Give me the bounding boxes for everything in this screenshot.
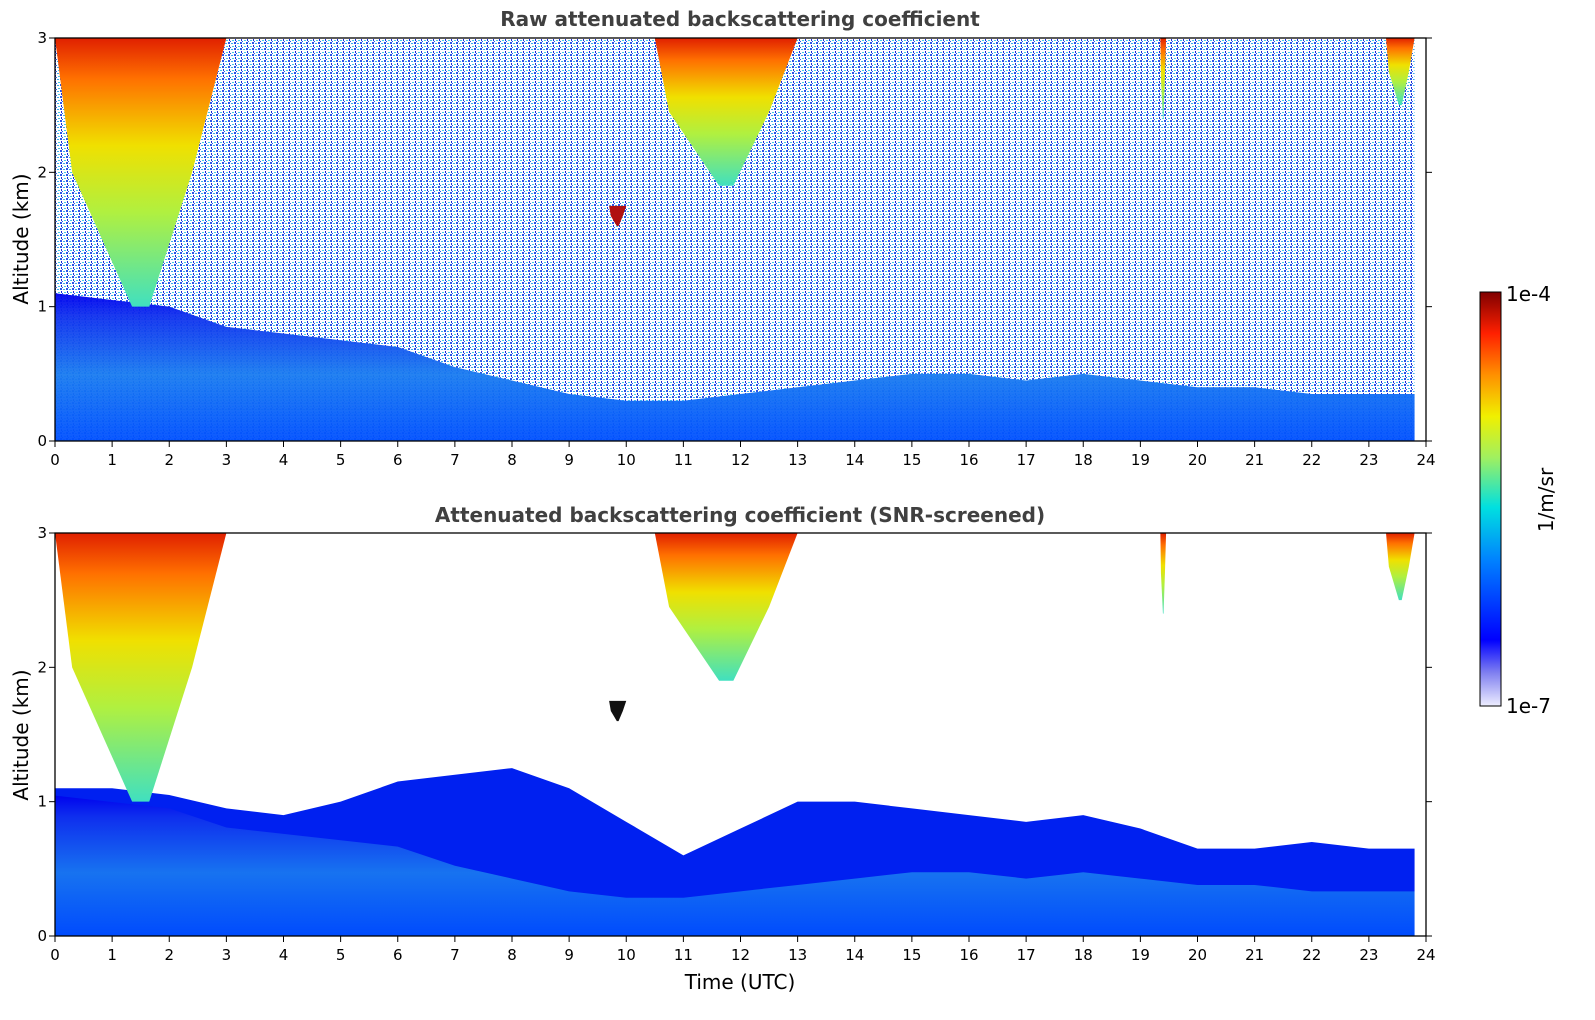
x-tick-label: 23: [1359, 451, 1378, 469]
y-axis-screened: 0 1 2 3: [37, 524, 1432, 945]
x-tick-label: 19: [1131, 946, 1150, 964]
x-tick-label: 16: [959, 946, 978, 964]
screened-cloud-region: [654, 533, 798, 681]
x-tick-label: 1: [107, 946, 117, 964]
x-tick-label: 21: [1245, 451, 1264, 469]
x-tick-label: 5: [336, 946, 346, 964]
x-tick-label: 3: [222, 946, 232, 964]
colorbar-min-label: 1e-7: [1506, 694, 1551, 718]
x-tick-label: 13: [788, 946, 807, 964]
snr-screened-panel: Attenuated backscattering coefficient (S…: [9, 503, 1436, 994]
x-tick-label: 21: [1245, 946, 1264, 964]
x-axis-raw: 0 1 2 3 4 5 6 7 8 9 10 11 12 13 14 15 16 17 18 19 20 21 22 23 24: [50, 441, 1436, 469]
x-tick-label: 0: [50, 451, 60, 469]
x-tick-label: 11: [674, 451, 693, 469]
y-axis-label-raw: Altitude (km): [9, 173, 33, 304]
x-tick-label: 2: [164, 451, 174, 469]
screened-boundary-layer: [55, 795, 1426, 936]
x-tick-label: 12: [731, 451, 750, 469]
colorbar-max-label: 1e-4: [1506, 282, 1551, 306]
x-tick-label: 17: [1017, 451, 1036, 469]
x-tick-label: 5: [336, 451, 346, 469]
x-tick-label: 23: [1359, 946, 1378, 964]
y-tick-label: 0: [37, 432, 47, 450]
panel-title-screened: Attenuated backscattering coefficient (S…: [435, 503, 1045, 527]
y-tick-label: 1: [37, 298, 47, 316]
screened-cloud-region: [55, 533, 227, 802]
cloud-region: [1160, 38, 1167, 119]
colorbar-gradient: [1479, 291, 1502, 707]
x-tick-label: 17: [1017, 946, 1036, 964]
x-tick-label: 8: [507, 451, 517, 469]
cloud-region: [654, 38, 798, 186]
x-tick-label: 10: [617, 946, 636, 964]
x-axis-screened: 0 1 2 3 4 5 6 7 8 9 10 11 12 13 14 15 16 17 18 19 20 21 22 23 24: [50, 936, 1436, 964]
x-tick-label: 7: [450, 946, 460, 964]
y-axis-label-screened: Altitude (km): [9, 669, 33, 800]
x-tick-label: 4: [279, 451, 289, 469]
x-tick-label: 12: [731, 946, 750, 964]
x-tick-label: 20: [1188, 946, 1207, 964]
x-tick-label: 15: [902, 946, 921, 964]
y-axis-raw: 0 1 2 3: [37, 29, 1432, 450]
raw-backscatter-panel: Raw attenuated backscattering coefficien…: [9, 7, 1436, 469]
x-tick-label: 8: [507, 946, 517, 964]
x-tick-label: 9: [564, 451, 574, 469]
y-tick-label: 1: [37, 793, 47, 811]
screened-cloud-region: [1160, 533, 1167, 614]
x-tick-label: 24: [1416, 946, 1435, 964]
y-tick-label: 2: [37, 163, 47, 181]
cloud-region: [609, 205, 627, 227]
x-tick-label: 15: [902, 451, 921, 469]
x-tick-label: 14: [845, 451, 864, 469]
cloud-region: [55, 38, 227, 307]
panel-title-raw: Raw attenuated backscattering coefficien…: [500, 7, 980, 31]
x-tick-label: 18: [1074, 946, 1093, 964]
x-tick-label: 6: [393, 946, 403, 964]
boundary-layer-region: [55, 293, 1426, 441]
y-tick-label: 3: [37, 524, 47, 542]
cloud-region: [1386, 38, 1415, 106]
no-data-band: [1414, 533, 1426, 936]
x-tick-label: 1: [107, 451, 117, 469]
x-tick-label: 18: [1074, 451, 1093, 469]
x-tick-label: 9: [564, 946, 574, 964]
x-tick-label: 2: [164, 946, 174, 964]
screened-cloud-region: [609, 700, 627, 722]
raw-layers: [55, 38, 1426, 441]
screened-cloud-region: [1386, 533, 1415, 601]
x-tick-label: 24: [1416, 451, 1435, 469]
x-tick-label: 22: [1302, 451, 1321, 469]
x-tick-label: 14: [845, 946, 864, 964]
x-tick-label: 19: [1131, 451, 1150, 469]
y-tick-label: 2: [37, 658, 47, 676]
colorbar-unit-label: 1/m/sr: [1534, 467, 1558, 532]
screened-layers: [55, 533, 1426, 936]
x-tick-label: 7: [450, 451, 460, 469]
x-tick-label: 0: [50, 946, 60, 964]
y-tick-label: 0: [37, 927, 47, 945]
x-axis-label: Time (UTC): [684, 970, 796, 994]
colorbar: 1e-4 1e-7 1/m/sr: [1479, 282, 1558, 718]
x-tick-label: 16: [959, 451, 978, 469]
x-tick-label: 13: [788, 451, 807, 469]
x-tick-label: 20: [1188, 451, 1207, 469]
x-tick-label: 22: [1302, 946, 1321, 964]
x-tick-label: 11: [674, 946, 693, 964]
no-data-band: [1414, 38, 1426, 441]
x-tick-label: 3: [222, 451, 232, 469]
x-tick-label: 10: [617, 451, 636, 469]
y-tick-label: 3: [37, 29, 47, 47]
x-tick-label: 6: [393, 451, 403, 469]
x-tick-label: 4: [279, 946, 289, 964]
